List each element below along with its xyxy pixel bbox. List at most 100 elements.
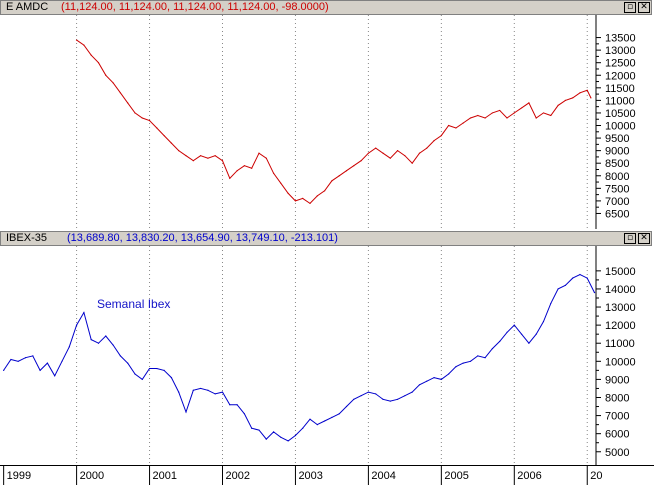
data-point <box>178 391 180 393</box>
data-point <box>586 89 588 91</box>
x-tick-label: 20 <box>590 470 602 482</box>
data-point <box>338 175 340 177</box>
data-point <box>367 391 369 393</box>
y-tick-label: 6500 <box>605 208 629 220</box>
data-point <box>39 369 41 371</box>
data-point <box>593 291 596 294</box>
data-point <box>360 395 362 397</box>
x-tick-label: 2006 <box>517 470 541 482</box>
data-point <box>353 165 355 167</box>
data-point <box>61 360 63 362</box>
data-point <box>170 142 173 144</box>
data-point <box>513 112 515 114</box>
y-tick-label: 13000 <box>605 302 636 314</box>
data-point <box>68 346 70 348</box>
data-point <box>331 416 333 418</box>
y-tick-label: 6000 <box>605 429 629 441</box>
data-point <box>265 157 267 159</box>
y-tick-label: 10000 <box>605 121 636 133</box>
minimize-icon[interactable]: ▫ <box>624 233 636 244</box>
data-point <box>170 376 173 379</box>
chart-annotation: Semanal Ibex <box>97 297 171 311</box>
data-point <box>54 375 56 377</box>
data-point <box>119 355 121 357</box>
data-point <box>579 92 581 94</box>
data-point <box>229 177 231 179</box>
data-point <box>382 398 384 400</box>
data-point <box>46 362 49 364</box>
x-tick-label: 2004 <box>371 470 395 482</box>
data-point <box>469 360 472 362</box>
y-tick-label: 12500 <box>605 58 636 70</box>
top-chart-pane: E AMDC (11,124.00, 11,124.00, 11,124.00,… <box>0 0 654 229</box>
data-point <box>302 197 304 199</box>
y-tick-label: 12000 <box>605 320 636 332</box>
x-tick-label: 2000 <box>80 470 104 482</box>
x-tick-label: 2002 <box>225 470 249 482</box>
y-tick-label: 10500 <box>605 108 636 120</box>
bottom-chart-pane: IBEX-35 (13,689.80, 13,830.20, 13,654.90… <box>0 231 654 465</box>
data-point <box>491 348 494 350</box>
bottom-pane-titlebar[interactable]: IBEX-35 (13,689.80, 13,830.20, 13,654.90… <box>0 231 652 246</box>
top-chart: 6500700075008000850090009500100001050011… <box>75 15 636 229</box>
data-point <box>506 117 508 119</box>
minimize-icon[interactable]: ▫ <box>624 2 636 13</box>
top-pane-titlebar[interactable]: E AMDC (11,124.00, 11,124.00, 11,124.00,… <box>0 0 652 15</box>
data-point <box>542 112 545 114</box>
data-point <box>345 170 348 172</box>
data-point <box>214 393 216 395</box>
top-pane-symbol: E AMDC <box>6 1 49 13</box>
data-point <box>148 367 151 370</box>
data-point <box>462 122 464 124</box>
data-point <box>375 393 377 395</box>
y-tick-label: 9500 <box>605 133 629 145</box>
data-point <box>32 355 34 357</box>
data-point <box>134 373 136 375</box>
y-tick-label: 8000 <box>605 392 629 404</box>
data-point <box>105 335 107 337</box>
y-tick-label: 13000 <box>605 45 636 57</box>
data-point <box>331 180 333 182</box>
data-point <box>513 324 515 326</box>
data-point <box>418 152 421 154</box>
close-icon[interactable]: ✕ <box>638 2 650 13</box>
data-point <box>345 405 348 408</box>
data-point <box>564 99 566 101</box>
y-tick-label: 7500 <box>605 183 629 195</box>
y-tick-label: 9000 <box>605 374 629 386</box>
data-point <box>75 39 78 41</box>
data-point <box>178 150 180 152</box>
data-point <box>426 147 428 149</box>
y-tick-label: 11000 <box>605 338 635 350</box>
close-icon[interactable]: ✕ <box>638 233 650 244</box>
data-point <box>83 44 85 46</box>
data-point <box>499 109 501 112</box>
data-point <box>134 112 136 114</box>
x-tick-label: 2005 <box>444 470 468 482</box>
y-tick-label: 5000 <box>605 447 629 459</box>
y-tick-label: 7000 <box>605 411 629 423</box>
data-point <box>17 360 19 362</box>
data-point <box>280 436 282 438</box>
data-point <box>156 367 158 370</box>
data-point <box>469 117 472 119</box>
data-point <box>418 384 421 386</box>
y-tick-label: 10000 <box>605 356 636 368</box>
data-point <box>309 202 311 205</box>
data-point <box>302 427 304 429</box>
data-point <box>528 342 530 344</box>
data-point <box>185 155 187 157</box>
time-axis: 1999 2000 2001 2002 2003 2004 2005 2006 20 <box>0 465 654 485</box>
data-point <box>506 331 508 333</box>
data-point <box>324 190 326 192</box>
y-tick-label: 15000 <box>605 266 636 278</box>
data-point <box>360 160 362 162</box>
data-point <box>477 114 479 117</box>
data-point <box>579 273 581 276</box>
data-point <box>207 157 209 159</box>
data-point <box>10 358 12 361</box>
data-point <box>163 369 165 371</box>
data-point <box>141 378 143 380</box>
data-point <box>24 357 27 359</box>
data-point <box>287 440 289 442</box>
